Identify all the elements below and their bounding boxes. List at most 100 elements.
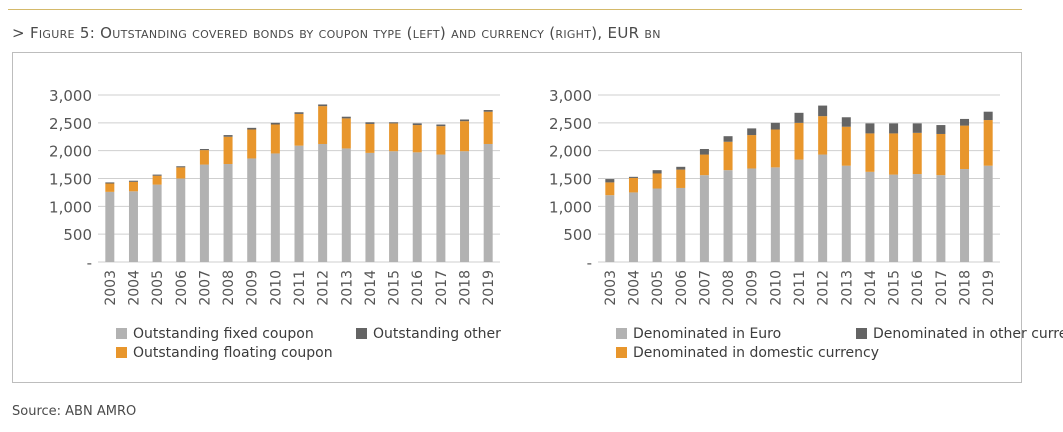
right-x-tick-label: 2018 (958, 270, 974, 306)
right-bar-grey-2006 (676, 187, 686, 262)
right-bar-orange-2014 (865, 133, 875, 172)
right-bar-orange-2008 (723, 141, 733, 171)
right-bar-grey-2012 (818, 154, 828, 262)
right-bar-orange-2017 (936, 133, 946, 176)
right-x-tick-label: 2014 (863, 270, 879, 306)
left-bar-grey-2013 (341, 148, 351, 262)
left-bar-grey-2007 (199, 164, 209, 262)
right-bar-grey-2018 (960, 169, 970, 262)
left-bar-grey-2009 (247, 158, 257, 262)
right-x-tick-label: 2007 (697, 270, 713, 306)
left-x-tick-label: 2005 (150, 270, 166, 306)
left-bar-dark-2019 (483, 110, 493, 112)
right-bar-dark-2011 (794, 112, 804, 123)
right-x-tick-label: 2003 (603, 270, 619, 306)
right-bar-grey-2016 (912, 174, 922, 262)
left-bar-dark-2011 (294, 112, 304, 114)
right-x-tick-label: 2012 (816, 270, 832, 306)
left-bar-grey-2010 (270, 153, 280, 262)
left-y-tick-label: 3,000 (49, 87, 92, 105)
right-bar-dark-2015 (889, 123, 899, 134)
right-bar-grey-2009 (747, 168, 757, 262)
right-y-tick-label: 1,500 (549, 171, 592, 189)
right-x-tick-label: 2011 (792, 270, 808, 306)
right-bar-orange-2019 (983, 120, 993, 166)
right-y-tick-label: 1,000 (549, 198, 592, 216)
figure-title-prefix: > (12, 24, 25, 42)
right-y-tick-label: 2,500 (549, 115, 592, 133)
right-bar-grey-2008 (723, 170, 733, 262)
left-bar-dark-2018 (460, 119, 470, 122)
left-bar-orange-2017 (436, 126, 446, 155)
left-x-tick-label: 2006 (174, 270, 190, 306)
right-legend-swatch-grey (616, 328, 627, 339)
left-bar-orange-2011 (294, 113, 304, 146)
right-bar-grey-2003 (605, 195, 615, 262)
source-note: Source: ABN AMRO (12, 404, 137, 419)
right-bar-dark-2014 (865, 123, 875, 134)
left-bar-grey-2012 (318, 143, 328, 262)
right-bar-dark-2006 (676, 166, 686, 170)
left-bar-orange-2005 (152, 175, 162, 185)
left-x-tick-label: 2011 (292, 270, 308, 306)
left-bar-dark-2009 (247, 127, 257, 130)
left-legend-swatch-grey (116, 328, 127, 339)
right-bar-grey-2019 (983, 165, 993, 262)
right-x-tick-label: 2009 (745, 270, 761, 306)
right-bar-dark-2013 (841, 117, 851, 127)
right-bar-dark-2008 (723, 136, 733, 142)
right-bar-orange-2006 (676, 169, 686, 188)
left-bar-orange-2019 (483, 111, 493, 144)
left-legend-label: Outstanding other (373, 326, 501, 342)
left-bar-grey-2014 (365, 152, 375, 262)
right-bar-grey-2005 (652, 188, 662, 262)
right-bar-dark-2018 (960, 118, 970, 126)
left-bar-dark-2003 (105, 182, 115, 184)
right-bar-dark-2017 (936, 125, 946, 134)
left-bar-orange-2013 (341, 118, 351, 149)
right-x-tick-label: 2010 (768, 270, 784, 306)
left-bar-grey-2008 (223, 164, 233, 262)
chart-frame (12, 52, 1022, 383)
right-x-tick-label: 2004 (626, 270, 642, 306)
right-bar-orange-2018 (960, 125, 970, 170)
right-bar-grey-2017 (936, 175, 946, 262)
figure-title-text: Figure 5: Outstanding covered bonds by c… (29, 24, 661, 42)
right-legend-swatch-dark (856, 328, 867, 339)
top-rule (8, 9, 1022, 10)
right-bar-dark-2016 (912, 123, 922, 133)
left-bar-orange-2016 (412, 125, 422, 153)
right-bar-orange-2016 (912, 132, 922, 175)
left-bar-grey-2006 (176, 178, 186, 262)
left-bar-grey-2018 (460, 151, 470, 262)
right-legend-swatch-orange (616, 347, 627, 358)
right-bar-grey-2004 (628, 192, 638, 262)
left-bar-orange-2009 (247, 129, 257, 159)
left-bar-dark-2016 (412, 123, 422, 126)
right-x-tick-label: 2005 (650, 270, 666, 306)
left-legend-label: Outstanding fixed coupon (133, 326, 314, 342)
right-bar-orange-2013 (841, 126, 851, 166)
right-bar-dark-2009 (747, 128, 757, 136)
left-bar-orange-2014 (365, 123, 375, 153)
left-y-tick-label: 1,000 (49, 198, 92, 216)
left-bar-grey-2011 (294, 145, 304, 262)
right-bar-dark-2007 (699, 148, 709, 155)
left-bar-dark-2007 (199, 148, 209, 151)
left-bar-dark-2013 (341, 116, 351, 119)
left-bar-dark-2010 (270, 122, 280, 125)
left-y-tick-label: 2,000 (49, 143, 92, 161)
left-x-tick-label: 2019 (481, 270, 497, 306)
left-bar-dark-2017 (436, 124, 446, 127)
right-bar-dark-2003 (605, 179, 615, 183)
chart-right-currency: - 500 1,000 1,500 2,000 2,500 3,000 2003 2004 200… (549, 87, 1063, 361)
left-x-tick-label: 2015 (387, 270, 403, 306)
right-bar-dark-2010 (770, 122, 780, 130)
right-bar-orange-2012 (818, 116, 828, 155)
left-bar-dark-2015 (389, 122, 399, 124)
left-legend-label: Outstanding floating coupon (133, 345, 333, 361)
right-bar-grey-2007 (699, 175, 709, 262)
right-x-tick-label: 2006 (674, 270, 690, 306)
chart-left-coupon-type: - 500 1,000 1,500 2,000 2,500 3,000 2003 2004 200… (49, 87, 501, 361)
right-x-tick-label: 2008 (721, 270, 737, 306)
